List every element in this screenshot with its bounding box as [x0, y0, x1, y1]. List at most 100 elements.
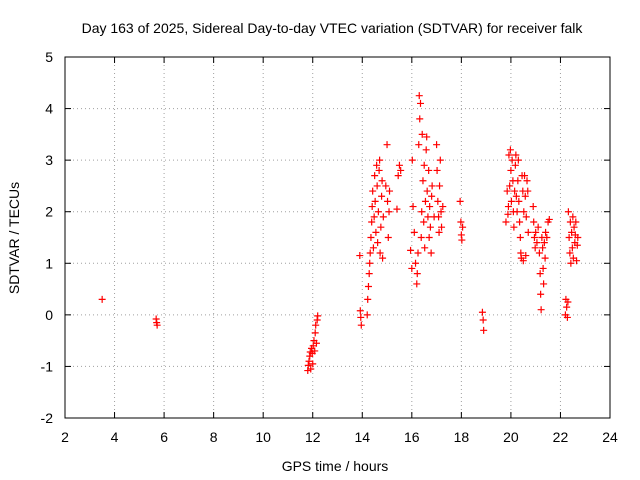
- data-point: [570, 223, 578, 231]
- data-point: [531, 244, 539, 252]
- data-point: [370, 213, 378, 221]
- data-point: [98, 295, 106, 303]
- y-tick-label: 3: [45, 152, 53, 168]
- y-axis-label: SDTVAR / TECUs: [6, 182, 22, 294]
- data-point: [478, 308, 486, 316]
- x-axis-label: GPS time / hours: [282, 458, 389, 474]
- data-point: [312, 321, 320, 329]
- y-tick-label: 2: [45, 204, 53, 220]
- x-tick-label: 8: [210, 429, 218, 445]
- data-point: [568, 228, 576, 236]
- data-point: [379, 213, 387, 221]
- data-point: [533, 239, 541, 247]
- data-point: [545, 215, 553, 223]
- data-point: [514, 177, 522, 185]
- data-point: [374, 239, 382, 247]
- chart-title: Day 163 of 2025, Sidereal Day-to-day VTE…: [82, 20, 584, 36]
- y-tick-label: 1: [45, 255, 53, 271]
- y-tick-label: -1: [41, 358, 54, 374]
- data-point: [529, 203, 537, 211]
- data-point: [458, 236, 466, 244]
- data-point: [371, 172, 379, 180]
- data-point: [572, 218, 580, 226]
- data-point: [412, 259, 420, 267]
- data-point: [304, 361, 312, 369]
- data-point: [456, 197, 464, 205]
- data-point: [423, 133, 431, 141]
- x-tick-label: 4: [111, 429, 119, 445]
- data-point: [375, 166, 383, 174]
- data-point: [502, 218, 510, 226]
- data-point: [414, 249, 422, 257]
- data-point: [413, 270, 421, 278]
- data-point: [542, 228, 550, 236]
- data-point: [537, 306, 545, 314]
- data-point: [563, 303, 571, 311]
- data-point: [366, 259, 374, 267]
- data-point: [385, 208, 393, 216]
- data-point: [537, 290, 545, 298]
- data-point: [438, 223, 446, 231]
- data-point: [510, 223, 518, 231]
- x-tick-label: 18: [454, 429, 470, 445]
- data-point: [373, 182, 381, 190]
- data-point: [520, 208, 528, 216]
- data-point: [564, 298, 572, 306]
- data-point: [566, 249, 574, 257]
- data-point: [511, 161, 519, 169]
- data-point: [506, 182, 514, 190]
- data-point: [383, 141, 391, 149]
- data-point: [368, 218, 376, 226]
- data-point: [311, 329, 319, 337]
- data-point: [423, 187, 431, 195]
- data-point: [519, 257, 527, 265]
- data-point: [357, 321, 365, 329]
- data-point: [573, 257, 581, 265]
- data-point: [457, 218, 465, 226]
- data-point: [530, 234, 538, 241]
- data-point: [364, 282, 372, 290]
- data-point: [307, 365, 315, 373]
- y-tick-label: -2: [41, 410, 54, 426]
- data-point: [415, 92, 423, 100]
- data-point: [512, 192, 520, 200]
- data-point: [369, 244, 377, 252]
- data-point: [373, 161, 381, 169]
- data-point: [480, 326, 488, 334]
- data-point: [433, 166, 441, 174]
- data-point: [521, 172, 529, 180]
- x-tick-label: 22: [553, 429, 569, 445]
- data-point: [516, 218, 524, 226]
- data-point: [371, 197, 379, 205]
- data-point: [506, 146, 514, 154]
- data-point: [569, 213, 577, 221]
- data-point: [368, 203, 376, 211]
- data-point: [508, 156, 516, 164]
- data-point: [530, 218, 538, 226]
- data-point: [376, 249, 384, 257]
- data-point: [524, 228, 532, 236]
- data-point: [376, 156, 384, 164]
- data-point: [513, 208, 521, 216]
- data-point: [426, 223, 434, 231]
- data-point: [425, 234, 433, 241]
- data-point: [540, 239, 548, 247]
- data-point: [512, 151, 520, 159]
- data-point: [312, 339, 320, 347]
- data-point: [522, 252, 530, 260]
- data-point: [507, 197, 515, 205]
- data-point: [421, 244, 429, 252]
- data-point: [503, 187, 511, 195]
- data-point: [378, 192, 386, 200]
- data-point: [539, 244, 547, 252]
- x-tick-label: 10: [255, 429, 271, 445]
- data-point: [314, 312, 322, 320]
- data-point: [427, 249, 435, 257]
- x-tick-label: 2: [61, 429, 69, 445]
- data-point: [420, 218, 428, 226]
- data-point: [379, 254, 387, 262]
- data-point: [410, 228, 418, 236]
- y-tick-label: 4: [45, 101, 53, 117]
- x-tick-label: 24: [602, 429, 618, 445]
